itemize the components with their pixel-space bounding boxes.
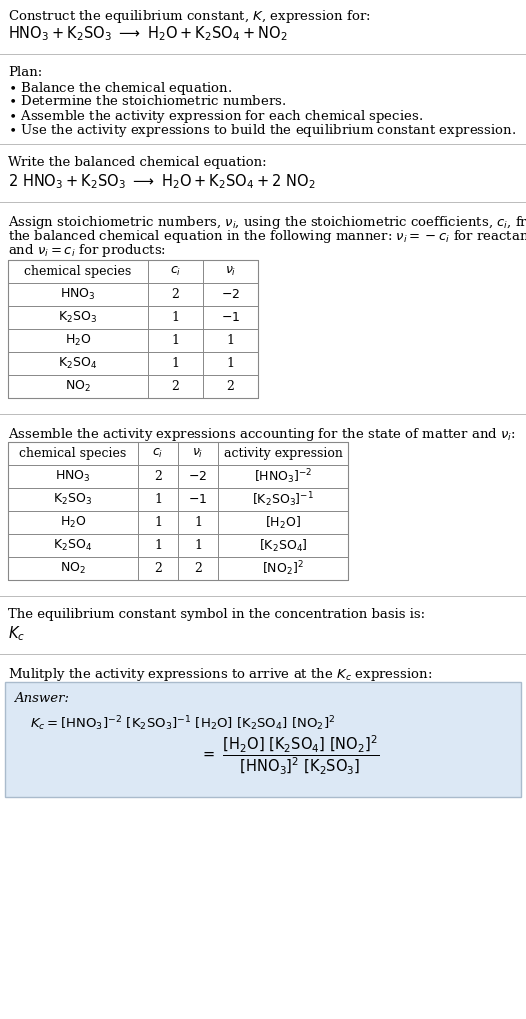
Bar [8, 442, 348, 580]
Text: 1: 1 [194, 539, 202, 552]
Text: 1: 1 [171, 334, 179, 347]
Text: 1: 1 [171, 311, 179, 324]
Text: $K_c$: $K_c$ [8, 624, 25, 643]
Text: $\mathrm{NO_2}$: $\mathrm{NO_2}$ [65, 379, 91, 394]
Text: The equilibrium constant symbol in the concentration basis is:: The equilibrium constant symbol in the c… [8, 608, 425, 621]
Text: $\bullet$ Assemble the activity expression for each chemical species.: $\bullet$ Assemble the activity expressi… [8, 108, 423, 125]
Text: $\bullet$ Use the activity expressions to build the equilibrium constant express: $\bullet$ Use the activity expressions t… [8, 122, 517, 139]
Text: $c_i$: $c_i$ [170, 265, 181, 278]
Text: $c_i$: $c_i$ [153, 447, 164, 460]
Text: $\bullet$ Balance the chemical equation.: $\bullet$ Balance the chemical equation. [8, 81, 232, 97]
Text: 1: 1 [227, 357, 235, 370]
Text: 2: 2 [154, 470, 162, 483]
Text: $\mathrm{K_2SO_4}$: $\mathrm{K_2SO_4}$ [58, 356, 97, 371]
Text: $\mathrm{K_2SO_3}$: $\mathrm{K_2SO_3}$ [54, 492, 93, 507]
Text: $-2$: $-2$ [221, 288, 240, 301]
Text: $-1$: $-1$ [188, 493, 208, 506]
Bar [8, 260, 258, 398]
Text: 2: 2 [171, 288, 179, 301]
Text: $\mathrm{HNO_3 + K_2SO_3\ \longrightarrow\ H_2O + K_2SO_4 + NO_2}$: $\mathrm{HNO_3 + K_2SO_3\ \longrightarro… [8, 24, 288, 43]
Text: $K_c = [\mathrm{HNO_3}]^{-2}\ [\mathrm{K_2SO_3}]^{-1}\ [\mathrm{H_2O}]\ [\mathrm: $K_c = [\mathrm{HNO_3}]^{-2}\ [\mathrm{K… [30, 714, 336, 733]
Text: 1: 1 [171, 357, 179, 370]
Text: $-2$: $-2$ [188, 470, 208, 483]
Text: $\mathrm{HNO_3}$: $\mathrm{HNO_3}$ [60, 287, 96, 302]
Text: Construct the equilibrium constant, $K$, expression for:: Construct the equilibrium constant, $K$,… [8, 8, 371, 25]
Text: Assign stoichiometric numbers, $\nu_i$, using the stoichiometric coefficients, $: Assign stoichiometric numbers, $\nu_i$, … [8, 214, 526, 231]
Text: $[\mathrm{HNO_3}]^{-2}$: $[\mathrm{HNO_3}]^{-2}$ [254, 467, 312, 486]
Text: 2: 2 [154, 562, 162, 575]
Text: $-1$: $-1$ [221, 311, 240, 324]
Text: chemical species: chemical species [19, 447, 127, 460]
Text: activity expression: activity expression [224, 447, 342, 460]
Text: $\bullet$ Determine the stoichiometric numbers.: $\bullet$ Determine the stoichiometric n… [8, 94, 286, 108]
Text: $\mathrm{K_2SO_4}$: $\mathrm{K_2SO_4}$ [54, 538, 93, 553]
Text: $\mathrm{NO_2}$: $\mathrm{NO_2}$ [60, 560, 86, 576]
Text: the balanced chemical equation in the following manner: $\nu_i = -c_i$ for react: the balanced chemical equation in the fo… [8, 228, 526, 245]
Text: 2: 2 [227, 380, 235, 393]
Text: $[\mathrm{H_2O}]$: $[\mathrm{H_2O}]$ [265, 515, 301, 531]
Bar [5, 682, 521, 797]
Text: $\nu_i$: $\nu_i$ [225, 265, 236, 278]
Text: $[\mathrm{NO_2}]^2$: $[\mathrm{NO_2}]^2$ [262, 559, 304, 578]
Text: $\mathrm{K_2SO_3}$: $\mathrm{K_2SO_3}$ [58, 310, 97, 325]
Text: chemical species: chemical species [24, 265, 132, 278]
Text: $[\mathrm{K_2SO_3}]^{-1}$: $[\mathrm{K_2SO_3}]^{-1}$ [252, 490, 314, 508]
Text: 1: 1 [154, 493, 162, 506]
Text: Answer:: Answer: [14, 692, 69, 705]
Text: Write the balanced chemical equation:: Write the balanced chemical equation: [8, 156, 267, 169]
Text: 1: 1 [227, 334, 235, 347]
Text: 1: 1 [194, 516, 202, 529]
Text: $\nu_i$: $\nu_i$ [193, 447, 204, 460]
Text: 1: 1 [154, 539, 162, 552]
Text: $\mathrm{2\ HNO_3 + K_2SO_3\ \longrightarrow\ H_2O + K_2SO_4 + 2\ NO_2}$: $\mathrm{2\ HNO_3 + K_2SO_3\ \longrighta… [8, 172, 316, 191]
Text: Plan:: Plan: [8, 66, 42, 79]
Text: and $\nu_i = c_i$ for products:: and $\nu_i = c_i$ for products: [8, 242, 166, 259]
Text: $\mathrm{H_2O}$: $\mathrm{H_2O}$ [65, 333, 92, 348]
Text: Mulitply the activity expressions to arrive at the $K_c$ expression:: Mulitply the activity expressions to arr… [8, 666, 432, 683]
Text: $=\ \dfrac{[\mathrm{H_2O}]\ [\mathrm{K_2SO_4}]\ [\mathrm{NO_2}]^2}{[\mathrm{HNO_: $=\ \dfrac{[\mathrm{H_2O}]\ [\mathrm{K_2… [200, 734, 379, 777]
Text: 2: 2 [171, 380, 179, 393]
Text: 2: 2 [194, 562, 202, 575]
Text: $\mathrm{H_2O}$: $\mathrm{H_2O}$ [60, 515, 86, 530]
Text: 1: 1 [154, 516, 162, 529]
Text: $[\mathrm{K_2SO_4}]$: $[\mathrm{K_2SO_4}]$ [259, 537, 307, 553]
Text: $\mathrm{HNO_3}$: $\mathrm{HNO_3}$ [55, 469, 91, 484]
Text: Assemble the activity expressions accounting for the state of matter and $\nu_i$: Assemble the activity expressions accoun… [8, 426, 516, 443]
